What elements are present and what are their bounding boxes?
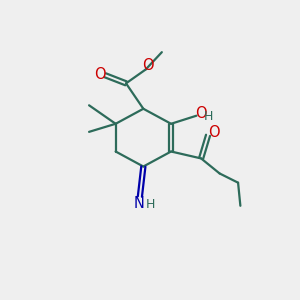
Text: O: O [208,125,220,140]
Text: H: H [146,198,155,211]
Text: H: H [204,110,213,123]
Text: N: N [133,196,144,211]
Text: O: O [195,106,206,121]
Text: O: O [142,58,154,73]
Text: O: O [94,67,106,82]
